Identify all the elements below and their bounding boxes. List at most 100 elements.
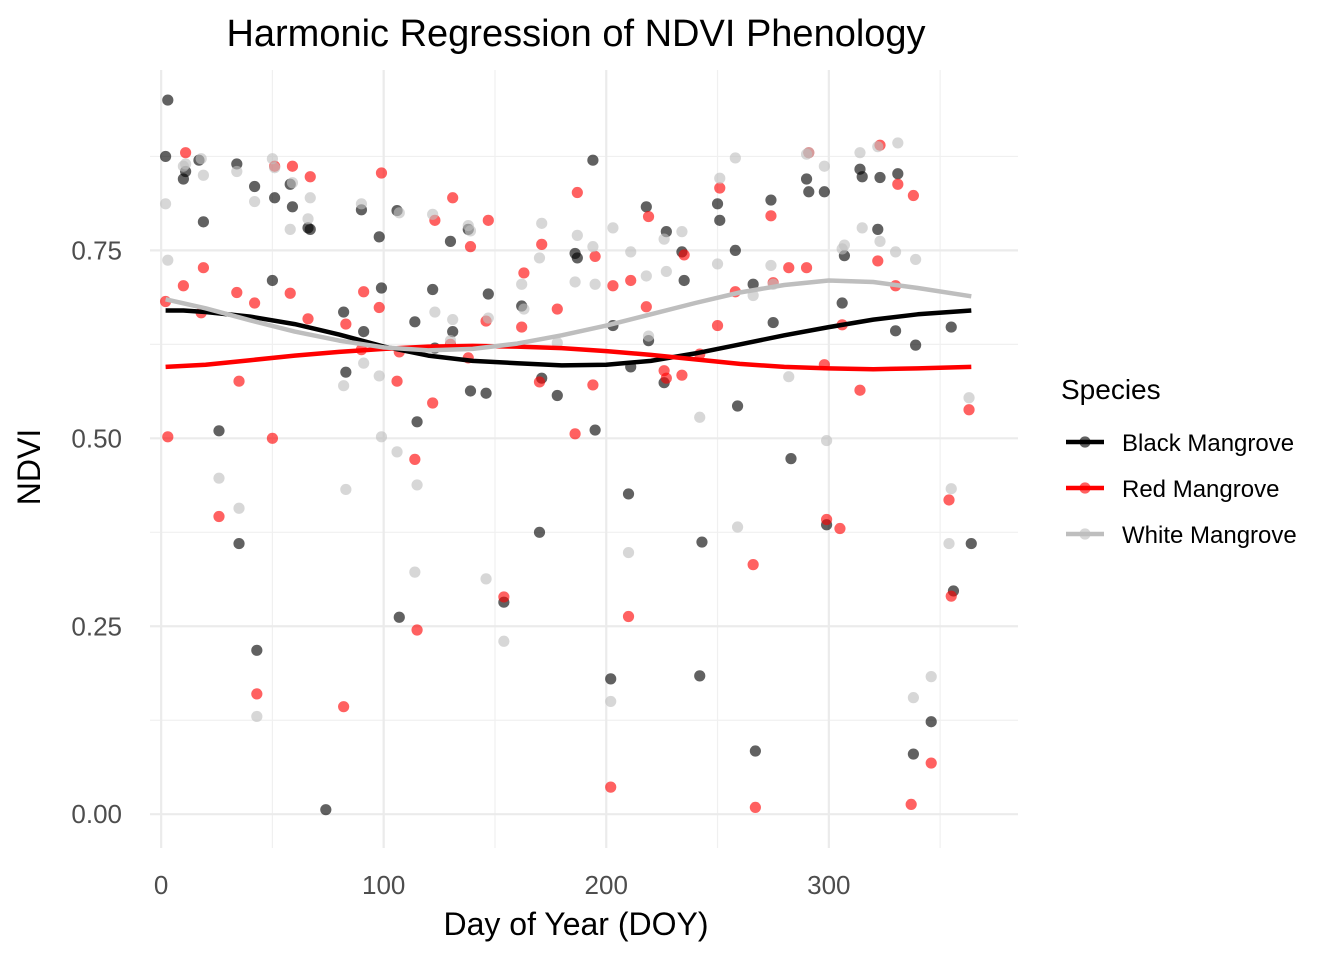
data-point: [251, 644, 263, 656]
data-point: [642, 210, 655, 223]
data-point: [197, 216, 210, 228]
data-point: [963, 392, 975, 404]
data-point: [284, 223, 296, 235]
data-point: [872, 141, 884, 153]
x-axis-ticks: 0 100 200 300: [154, 870, 851, 900]
data-point: [320, 804, 332, 816]
data-point: [963, 404, 975, 416]
data-point: [892, 178, 904, 190]
data-point: [747, 278, 759, 290]
data-point: [767, 316, 779, 329]
data-point: [640, 270, 652, 282]
data-point: [249, 180, 261, 193]
data-point: [444, 335, 457, 347]
data-point: [427, 283, 439, 296]
data-point: [159, 198, 172, 210]
data-point: [729, 244, 741, 257]
data-point: [338, 701, 350, 713]
data-point: [965, 537, 977, 550]
data-point: [249, 297, 261, 309]
data-point: [162, 254, 174, 266]
data-point: [640, 301, 652, 313]
major-gridlines: [150, 70, 1018, 848]
x-tick-label: 100: [362, 870, 405, 900]
data-point: [516, 321, 528, 333]
data-point: [498, 635, 510, 647]
data-point: [622, 546, 635, 559]
data-point: [233, 502, 245, 514]
data-point: [889, 246, 902, 258]
data-point: [910, 253, 922, 266]
data-point: [551, 389, 563, 402]
data-point: [533, 376, 546, 388]
data-point: [925, 671, 937, 683]
data-point: [536, 238, 548, 250]
data-point: [482, 288, 494, 300]
data-point: [747, 559, 759, 571]
data-point: [587, 241, 599, 253]
data-point: [569, 428, 581, 440]
data-point: [213, 510, 225, 523]
data-point: [427, 208, 439, 220]
data-point: [231, 165, 243, 178]
data-point: [889, 325, 902, 337]
data-point: [304, 223, 316, 235]
data-point: [800, 262, 813, 274]
data-point: [409, 316, 421, 328]
data-point: [925, 757, 937, 769]
data-point: [338, 306, 350, 318]
data-point: [731, 521, 744, 533]
data-point: [302, 213, 314, 225]
data-point: [622, 488, 635, 500]
y-tick-label: 0.00: [71, 799, 122, 829]
data-point: [269, 162, 281, 174]
data-point: [765, 194, 777, 206]
data-point: [391, 446, 403, 458]
legend-label: Black Mangrove: [1122, 430, 1294, 457]
data-point: [375, 431, 388, 443]
legend-key-point: [1079, 528, 1091, 540]
data-point: [589, 278, 601, 290]
data-point: [696, 536, 708, 548]
black-mangrove-fit-line: [165, 308, 972, 368]
data-point: [856, 222, 868, 234]
data-point: [818, 186, 830, 198]
data-point: [820, 513, 833, 526]
data-point: [945, 483, 957, 495]
data-point: [892, 168, 904, 180]
data-point: [945, 321, 957, 333]
data-point: [375, 167, 388, 179]
data-point: [907, 692, 919, 704]
data-point: [480, 387, 492, 399]
data-point: [678, 249, 690, 261]
data-point: [444, 235, 457, 247]
x-axis-label: Day of Year (DOY): [444, 906, 709, 942]
data-point: [783, 262, 795, 274]
data-point: [749, 745, 761, 757]
data-point: [834, 522, 846, 535]
legend-item-black-mangrove: Black Mangrove: [1066, 430, 1294, 457]
data-point: [162, 431, 174, 443]
data-point: [159, 150, 172, 163]
data-point: [892, 137, 904, 149]
legend-key-point: [1079, 436, 1091, 448]
data-point: [197, 262, 210, 274]
data-point: [589, 250, 601, 263]
data-point: [905, 798, 917, 811]
fit-curves: [165, 278, 972, 372]
data-point: [587, 379, 599, 391]
data-point: [284, 287, 296, 299]
y-axis-ticks: 0.00 0.25 0.50 0.75: [71, 235, 122, 829]
data-point: [391, 375, 403, 387]
data-point: [518, 303, 530, 315]
data-point: [907, 189, 919, 202]
data-point: [409, 453, 421, 465]
data-point: [711, 258, 724, 270]
data-point: [765, 210, 777, 222]
data-point: [411, 479, 423, 491]
legend-key-point: [1079, 482, 1091, 494]
data-point: [340, 483, 352, 496]
data-point: [482, 214, 494, 226]
data-point: [765, 259, 777, 272]
data-point: [551, 303, 563, 315]
